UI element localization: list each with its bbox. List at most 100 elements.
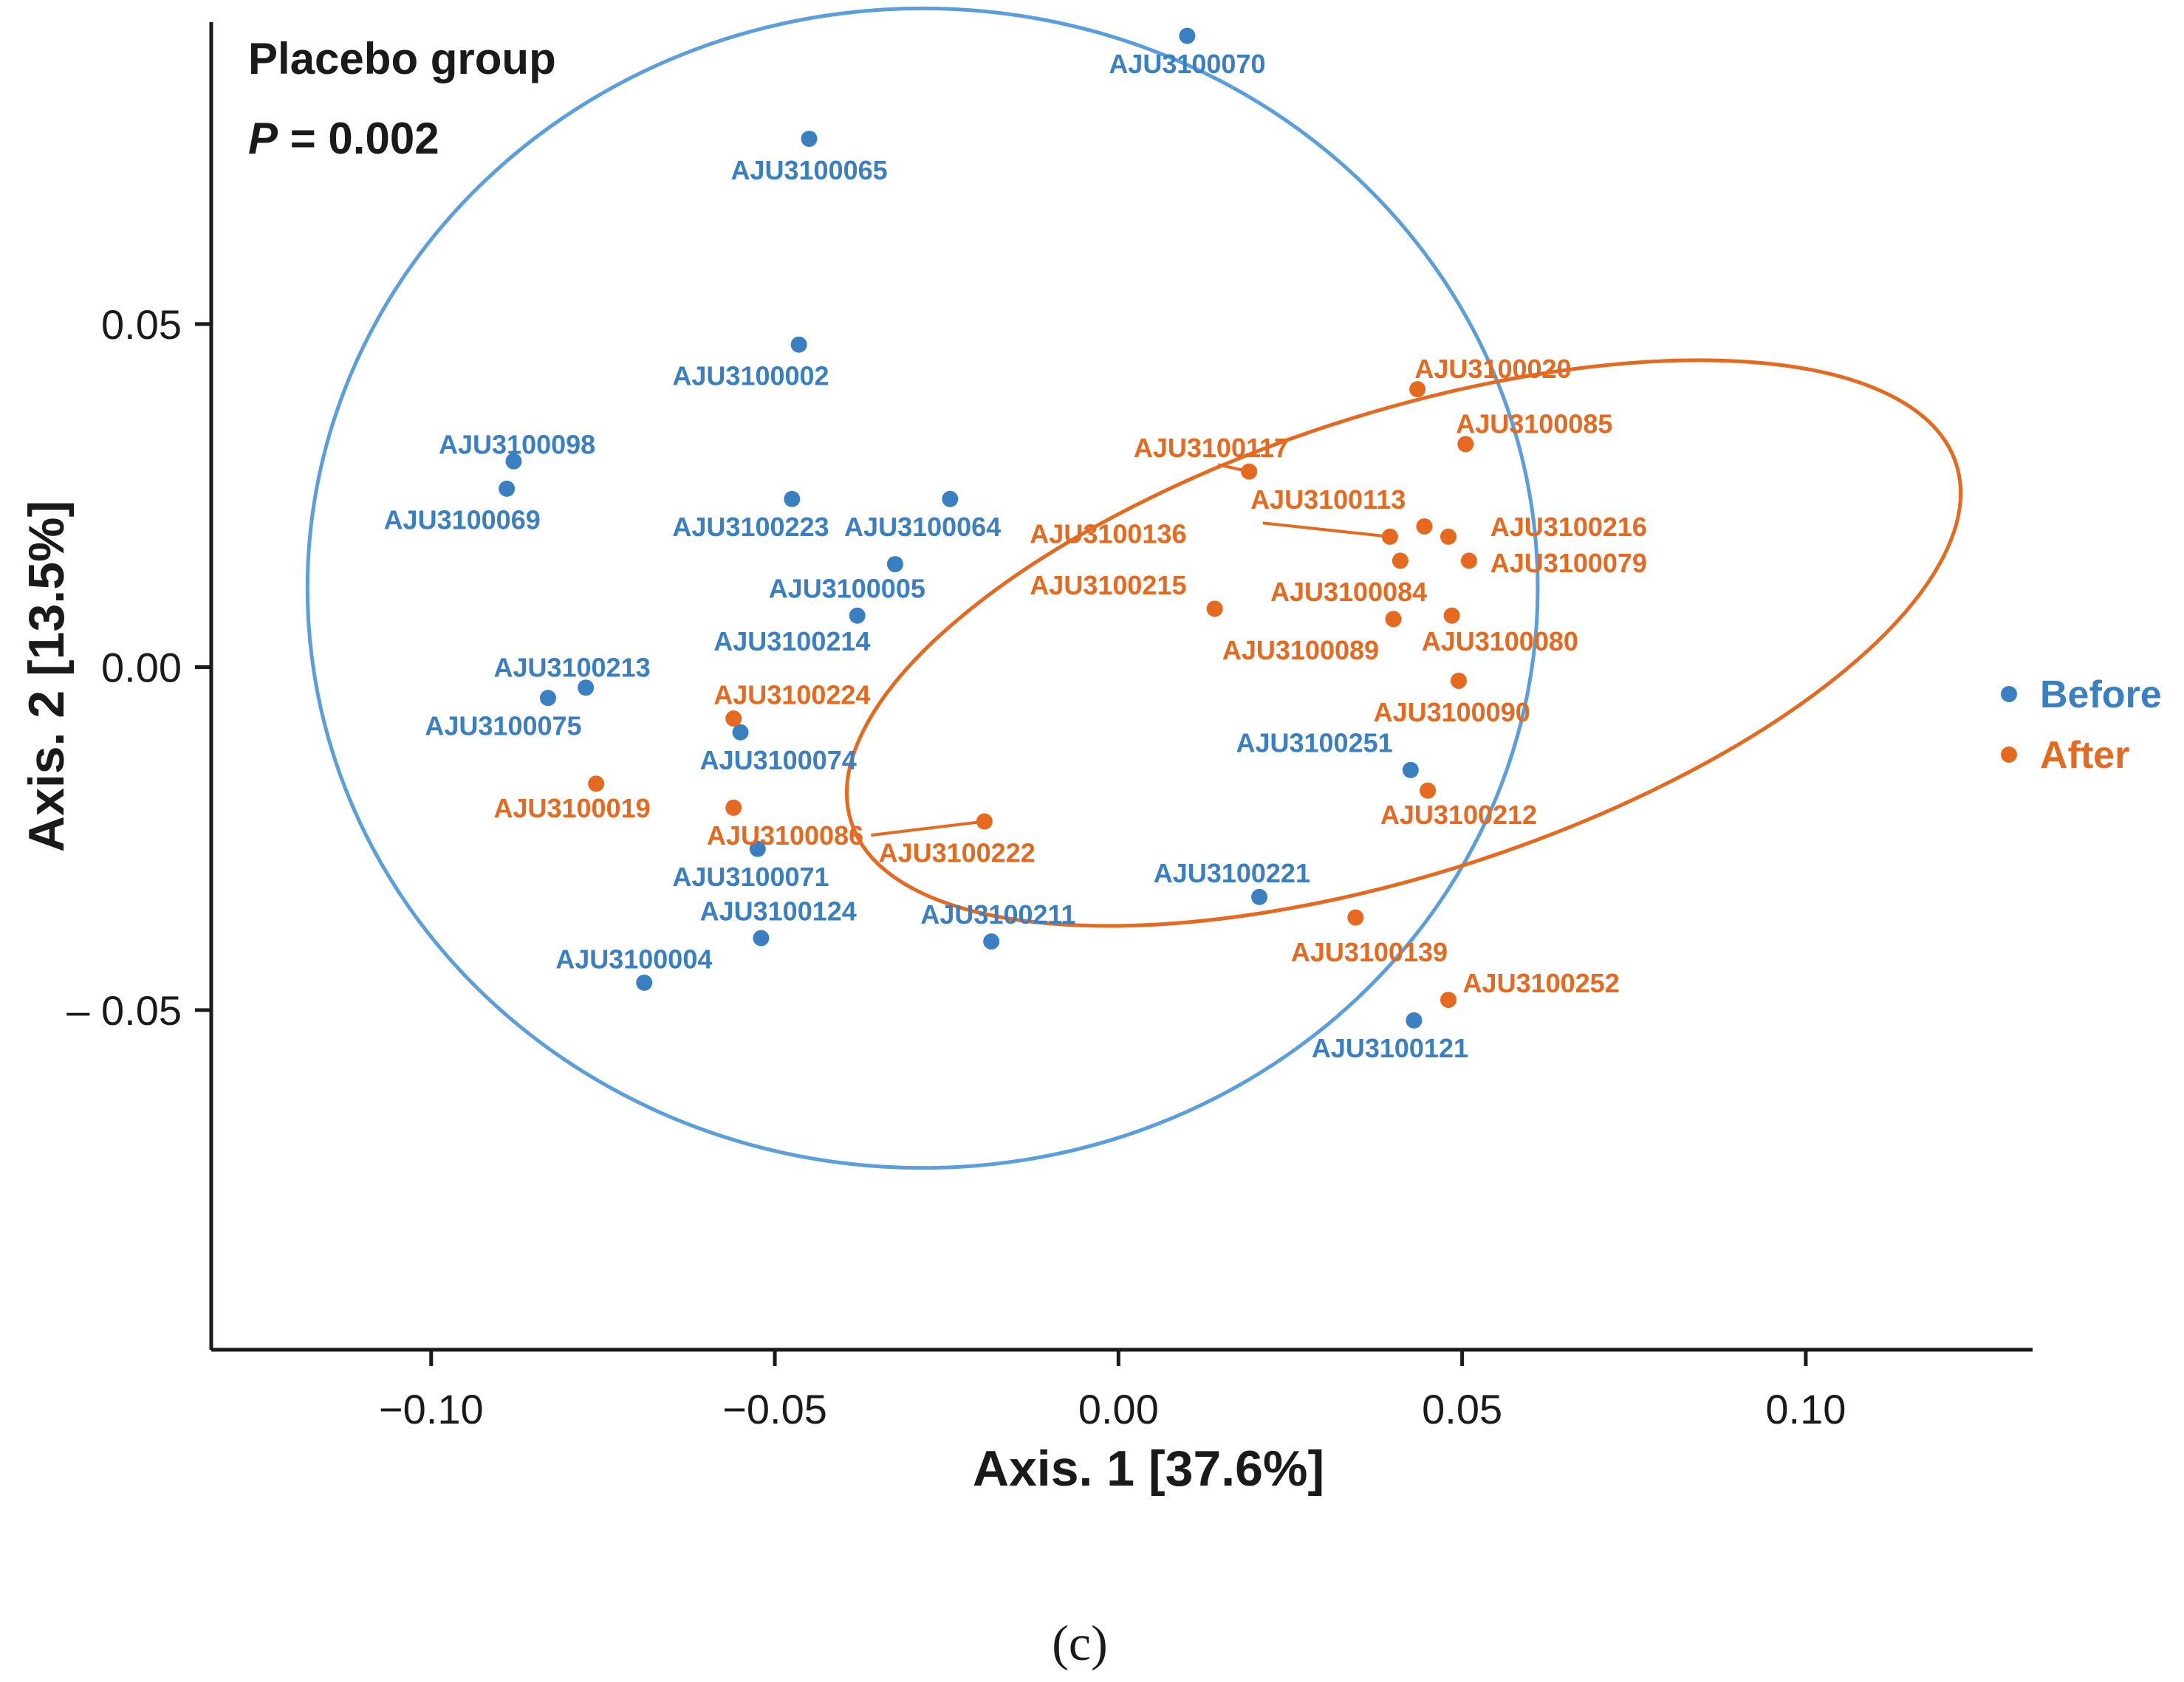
point-label-aju3100086: AJU3100086 <box>707 820 863 851</box>
x-ticks: −0.10 −0.05 0.00 0.05 0.10 <box>379 1350 1846 1432</box>
point-label-aju3100020: AJU3100020 <box>1414 354 1571 384</box>
point-before-aju3100098 <box>505 453 522 470</box>
point-label-aju3100251: AJU3100251 <box>1236 728 1392 758</box>
point-label-aju3100098: AJU3100098 <box>439 429 595 459</box>
y-tick-label: 0.00 <box>101 644 182 690</box>
point-after-aju3100216 <box>1440 528 1457 545</box>
y-tick-label: 0.05 <box>101 301 182 348</box>
point-labels: AJU3100070 AJU3100065 AJU3100002 AJU3100098… <box>384 49 1647 1063</box>
point-label-aju3100074: AJU3100074 <box>700 745 857 775</box>
y-axis-title: Axis. 2 [13.5%] <box>18 501 75 852</box>
legend-label-before: Before <box>2040 673 2162 716</box>
point-label-aju3100064: AJU3100064 <box>844 512 1001 542</box>
point-before-aju3100064 <box>942 490 959 507</box>
point-before-aju3100069 <box>499 480 516 497</box>
p-value-annotation: P = 0.002 <box>248 114 439 163</box>
point-label-aju3100069: AJU3100069 <box>384 505 541 535</box>
point-before-aju3100124 <box>753 930 770 947</box>
point-label-aju3100019: AJU3100019 <box>493 793 650 823</box>
point-label-aju3100212: AJU3100212 <box>1380 800 1537 830</box>
point-label-aju3100084: AJU3100084 <box>1270 577 1427 607</box>
legend-label-after: After <box>2040 734 2129 777</box>
point-after-aju3100139 <box>1347 909 1364 926</box>
y-ticks: 0.05 0.00 – 0.05 <box>66 301 211 1034</box>
point-label-aju3100222: AJU3100222 <box>879 837 1035 868</box>
y-tick-label: – 0.05 <box>66 987 182 1034</box>
point-after-aju3100117 <box>1241 463 1258 480</box>
legend-marker-before <box>2001 686 2017 702</box>
point-label-aju3100071: AJU3100071 <box>672 862 829 892</box>
point-after-aju3100090 <box>1450 673 1467 690</box>
point-before-aju3100074 <box>732 724 749 741</box>
point-before-aju3100221 <box>1251 888 1268 905</box>
point-after-aju3100224 <box>725 710 742 727</box>
legend-marker-after <box>2001 746 2017 763</box>
point-before-aju3100251 <box>1402 761 1419 778</box>
x-tick-label: 0.05 <box>1422 1386 1502 1432</box>
point-after-aju3100252 <box>1440 992 1457 1009</box>
point-before-aju3100223 <box>784 490 801 507</box>
point-after-aju3100079 <box>1460 552 1477 569</box>
x-tick-label: −0.10 <box>379 1386 484 1432</box>
point-label-aju3100139: AJU3100139 <box>1291 937 1448 967</box>
point-label-aju3100075: AJU3100075 <box>425 710 581 741</box>
leader-line-aju3100222 <box>871 820 985 837</box>
x-axis-title: Axis. 1 [37.6%] <box>973 1441 1324 1497</box>
point-label-aju3100079: AJU3100079 <box>1490 548 1647 578</box>
point-before-aju3100075 <box>539 690 556 707</box>
point-before-aju3100213 <box>578 679 595 696</box>
point-label-aju3100213: AJU3100213 <box>493 652 650 682</box>
figure-caption: (c) <box>1052 1615 1107 1671</box>
p-value-text: = 0.002 <box>278 114 439 163</box>
point-label-aju3100215: AJU3100215 <box>1030 570 1186 600</box>
point-after-aju3100020 <box>1409 381 1426 398</box>
point-label-aju3100005: AJU3100005 <box>769 574 925 604</box>
point-label-aju3100080: AJU3100080 <box>1422 626 1578 656</box>
confidence-ellipses <box>305 6 1963 1170</box>
point-label-aju3100070: AJU3100070 <box>1109 49 1265 79</box>
point-after-aju3100215 <box>1206 600 1223 617</box>
point-after-aju3100084 <box>1385 611 1402 628</box>
point-before-aju3100071 <box>749 840 766 857</box>
point-label-aju3100252: AJU3100252 <box>1463 968 1620 998</box>
point-label-aju3100216: AJU3100216 <box>1490 512 1647 542</box>
point-label-aju3100004: AJU3100004 <box>555 944 712 974</box>
point-label-aju3100113: AJU3100113 <box>1250 484 1406 515</box>
axes: −0.10 −0.05 0.00 0.05 0.10 0.05 0.00 – 0.05 <box>66 22 2033 1432</box>
point-label-aju3100221: AJU3100221 <box>1154 858 1310 888</box>
x-tick-label: 0.10 <box>1765 1386 1846 1432</box>
leader-line-aju3100136 <box>1262 521 1391 538</box>
point-before-aju3100121 <box>1406 1012 1423 1029</box>
point-before-aju3100065 <box>801 130 818 147</box>
point-after-aju3100019 <box>588 775 605 792</box>
x-tick-label: −0.05 <box>722 1386 827 1432</box>
p-value-symbol: P <box>248 114 278 163</box>
point-before-aju3100005 <box>886 556 903 573</box>
point-label-aju3100124: AJU3100124 <box>700 896 857 926</box>
point-label-aju3100223: AJU3100223 <box>672 512 829 542</box>
point-label-aju3100089: AJU3100089 <box>1222 635 1379 665</box>
point-label-aju3100214: AJU3100214 <box>713 626 870 656</box>
point-label-aju3100117: AJU3100117 <box>1134 433 1289 463</box>
point-label-aju3100090: AJU3100090 <box>1374 697 1530 727</box>
ellipse-before <box>305 6 1540 1170</box>
data-points <box>499 27 1477 1029</box>
x-tick-label: 0.00 <box>1078 1386 1159 1432</box>
point-label-aju3100211: AJU3100211 <box>920 899 1075 930</box>
point-label-aju3100002: AJU3100002 <box>672 361 829 391</box>
point-after-aju3100136 <box>1381 528 1398 545</box>
chart-title: Placebo group <box>248 34 556 83</box>
point-after-aju3100212 <box>1420 782 1437 799</box>
point-after-aju3100085 <box>1457 436 1474 453</box>
point-after-aju3100222 <box>976 813 993 830</box>
point-label-aju3100224: AJU3100224 <box>713 680 870 710</box>
point-label-aju3100085: AJU3100085 <box>1456 409 1612 439</box>
point-before-aju3100004 <box>636 974 653 991</box>
point-after-aju3100089 <box>1391 552 1408 569</box>
legend: Before After <box>2001 673 2162 777</box>
point-label-aju3100065: AJU3100065 <box>731 155 888 185</box>
point-label-aju3100121: AJU3100121 <box>1312 1033 1468 1063</box>
point-after-aju3100080 <box>1443 607 1460 624</box>
